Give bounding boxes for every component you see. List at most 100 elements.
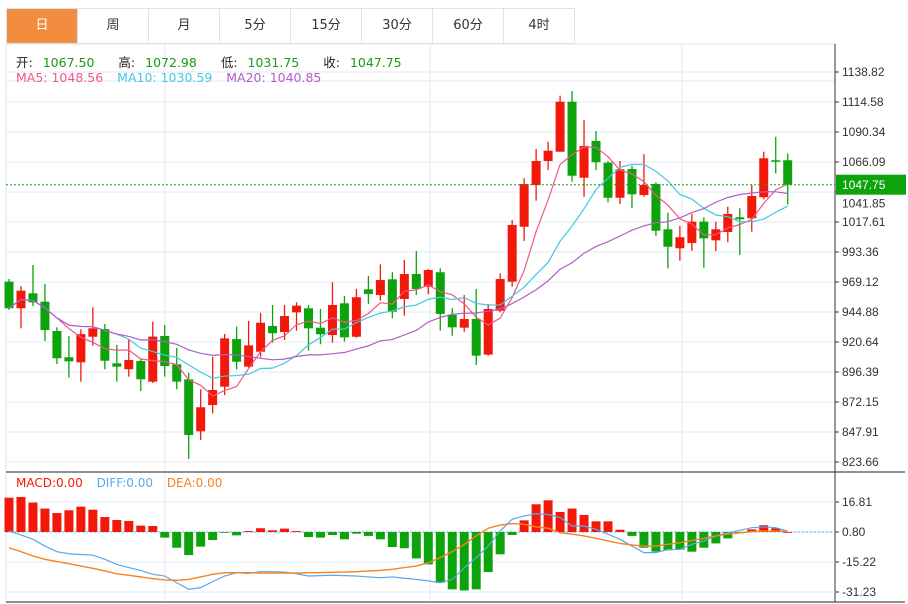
macd-bar-negative [351, 531, 361, 534]
candle-down [339, 296, 349, 342]
macd-bar-negative [711, 531, 721, 544]
candle-down [52, 327, 62, 365]
ma10-line [8, 163, 788, 379]
macd-bar-positive [292, 531, 302, 532]
macd-axis-label: -15.22 [842, 555, 876, 569]
candle-body [351, 297, 361, 337]
candle-up [495, 273, 505, 313]
price-axis-label: 993.36 [842, 245, 879, 259]
chart-frame [5, 43, 836, 603]
candle-body [172, 364, 182, 382]
candle-down [160, 324, 170, 377]
tab-5min[interactable]: 5分 [220, 9, 291, 43]
macd-bar-positive [100, 517, 110, 532]
macd-axis-label: 0.80 [842, 525, 866, 539]
macd-bar-positive [28, 502, 38, 532]
tab-15min[interactable]: 15分 [291, 9, 362, 43]
candle-up [292, 302, 302, 331]
macd-bar-negative [723, 531, 733, 539]
candle-down [136, 358, 146, 392]
candle-up [148, 321, 158, 384]
macd-bar-negative [411, 531, 421, 559]
tab-month[interactable]: 月 [149, 9, 220, 43]
macd-bar-positive [747, 529, 757, 532]
tab-day[interactable]: 日 [7, 9, 78, 43]
candle-down [435, 268, 445, 331]
candle-body [507, 224, 517, 282]
price-axis-label: 896.39 [842, 365, 879, 379]
ma-lines [6, 146, 835, 397]
candle-up [483, 304, 493, 356]
candle-body [208, 390, 218, 406]
macd-bar-negative [663, 531, 673, 551]
candle-body [471, 319, 481, 356]
dea-line [8, 522, 788, 582]
candle-up [124, 339, 134, 377]
candle-body [292, 305, 302, 313]
candle-body [759, 158, 769, 198]
candle-down [4, 279, 14, 310]
macd-bar-negative [483, 531, 493, 573]
macd-bar-negative [699, 531, 709, 548]
candle-body [244, 345, 254, 367]
macd-bar-negative [363, 531, 373, 536]
candle-body [435, 272, 445, 314]
macd-bar-positive [519, 520, 529, 532]
macd-bar-negative [196, 531, 206, 547]
candle-body [64, 357, 74, 362]
candle-down [783, 153, 793, 205]
candle-body [100, 329, 110, 361]
candle-body [220, 338, 230, 387]
macd-bar-negative [327, 531, 337, 535]
tab-4hour[interactable]: 4时 [504, 9, 575, 43]
macd-bar-positive [543, 500, 553, 532]
candle-up [16, 285, 26, 329]
candle-body [399, 273, 409, 299]
candle-down [699, 217, 709, 268]
candle-body [675, 237, 685, 249]
macd-bar-negative [687, 531, 697, 552]
macd-bar-negative [675, 531, 685, 550]
macd-bar-positive [40, 508, 50, 532]
diff-line [8, 513, 788, 590]
macd-bar-positive [555, 511, 565, 532]
tab-60min[interactable]: 60分 [433, 9, 504, 43]
macd-bar-positive [759, 525, 769, 532]
candle-down [64, 335, 74, 378]
tab-30min[interactable]: 30分 [362, 9, 433, 43]
candle-up [256, 312, 266, 358]
candle-up [711, 221, 721, 251]
macd-bar-positive [603, 521, 613, 532]
candle-down [40, 284, 50, 342]
candle-up [220, 333, 230, 396]
candle-down [363, 275, 373, 305]
candle-body [52, 331, 62, 359]
candle-body [256, 322, 266, 352]
candle-body [771, 160, 781, 162]
candle-body [363, 289, 373, 295]
macd-bar-positive [52, 513, 62, 532]
candle-up [507, 220, 517, 287]
macd-bar-positive [64, 510, 74, 532]
candle-body [663, 229, 673, 247]
macd-bar-negative [495, 531, 505, 555]
candle-body [387, 279, 397, 312]
candle-body [735, 217, 745, 220]
candle-body [339, 303, 349, 338]
candle-up [639, 154, 649, 197]
current-price-label: 1047.75 [842, 178, 886, 192]
price-axis-label: 1090.34 [842, 125, 886, 139]
low-value: 1031.75 [247, 55, 300, 70]
macd-bar-negative [160, 531, 170, 538]
price-axis-label: 847.91 [842, 425, 879, 439]
ohlc-legend: 开: 1067.50 高: 1072.98 低: 1031.75 收: 1047.75 [16, 52, 422, 71]
price-axis-label: 969.12 [842, 275, 879, 289]
candle-body [40, 301, 50, 331]
candle-body [447, 314, 457, 328]
tab-week[interactable]: 周 [78, 9, 149, 43]
candle-body [687, 221, 697, 244]
candle-down [411, 250, 421, 296]
candle-down [100, 323, 110, 370]
candle-body [627, 169, 637, 195]
